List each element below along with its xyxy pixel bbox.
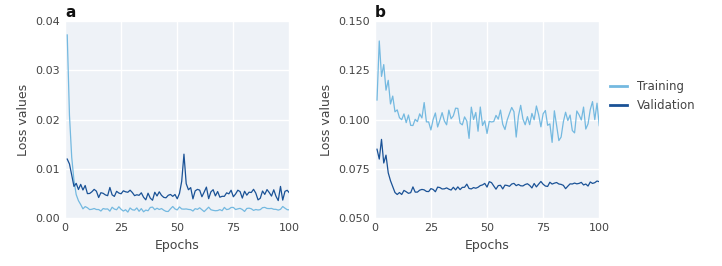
Y-axis label: Loss values: Loss values: [320, 84, 333, 156]
X-axis label: Epochs: Epochs: [155, 239, 199, 252]
X-axis label: Epochs: Epochs: [465, 239, 510, 252]
Legend: Training, Validation: Training, Validation: [609, 80, 695, 112]
Text: b: b: [375, 5, 386, 20]
Y-axis label: Loss values: Loss values: [17, 84, 30, 156]
Text: a: a: [65, 5, 75, 20]
